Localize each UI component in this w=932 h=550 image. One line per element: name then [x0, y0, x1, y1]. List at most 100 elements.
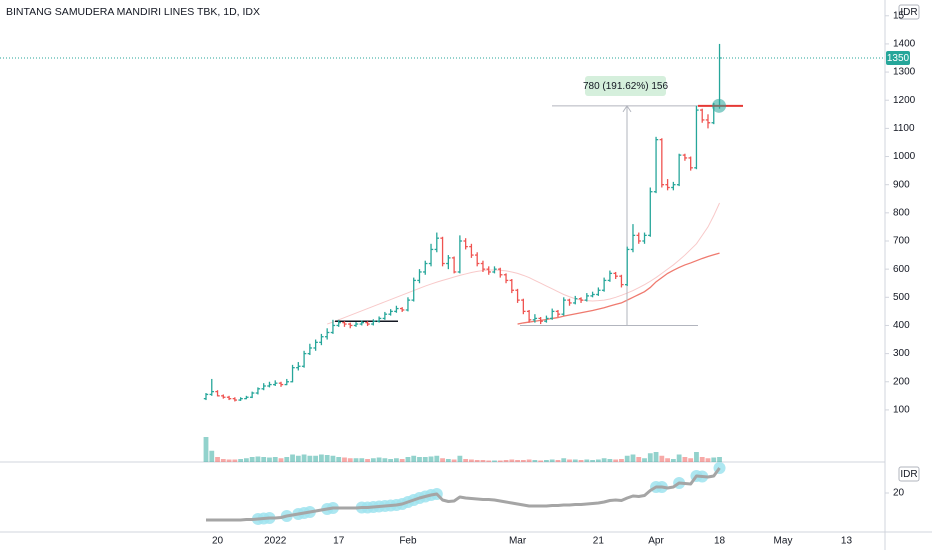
volume-bar: [561, 458, 567, 462]
volume-bar: [445, 459, 451, 462]
y-tick-label: 200: [893, 376, 910, 387]
volume-bar: [544, 460, 549, 462]
y-tick-label: 1100: [893, 123, 915, 134]
volume-bar: [526, 459, 532, 462]
x-tick-label: Feb: [399, 536, 417, 547]
volume-bar: [261, 457, 267, 462]
volume-bar: [359, 458, 365, 462]
volume-bar: [647, 453, 653, 462]
volume-bar: [319, 454, 324, 462]
volume-bar: [330, 455, 336, 462]
volume-bar: [532, 460, 538, 462]
volume-bar: [295, 455, 301, 462]
measure-label: 780 (191.62%) 156: [583, 81, 669, 92]
y-tick-label: 1400: [893, 39, 916, 50]
volume-bar: [324, 455, 330, 462]
volume-bar: [417, 457, 422, 462]
volume-bar: [272, 457, 278, 462]
y-tick-label: 900: [893, 179, 910, 190]
volume-bar: [278, 458, 284, 462]
y-tick-label: 1300: [893, 67, 916, 78]
volume-bar: [370, 458, 376, 462]
y-tick-label: 1000: [893, 151, 916, 162]
volume-bar: [497, 460, 503, 462]
currency-label: IDR: [900, 7, 917, 18]
volume-bar: [243, 458, 249, 462]
volume-bar: [636, 457, 642, 462]
volume-bar: [699, 457, 705, 462]
volume-bar: [434, 455, 440, 462]
volume-bar: [474, 460, 480, 462]
y-tick-label: 15: [893, 10, 905, 21]
y-tick-label: 500: [893, 292, 910, 303]
x-tick-label: 18: [714, 536, 726, 547]
volume-bar: [238, 459, 244, 462]
volume-bar: [405, 457, 411, 462]
volume-bar: [307, 455, 313, 462]
volume-bar: [451, 459, 457, 462]
volume-bar: [226, 459, 232, 462]
volume-bar: [428, 456, 434, 462]
volume-bar: [255, 456, 261, 462]
volume-bar: [515, 460, 520, 462]
y-tick-label: 100: [893, 405, 910, 416]
x-tick-label: 21: [593, 536, 605, 547]
volume-bar: [619, 459, 624, 462]
measure-label-box: [585, 76, 666, 96]
x-tick-label: 20: [212, 536, 224, 547]
volume-bar: [595, 459, 601, 462]
volume-bar: [584, 459, 590, 462]
volume-bar: [480, 460, 486, 462]
volume-bar: [705, 458, 711, 462]
volume-bar: [203, 437, 209, 462]
volume-bar: [347, 458, 353, 462]
chart-title: BINTANG SAMUDERA MANDIRI LINES TBK, 1D, …: [6, 6, 260, 18]
x-tick-label: 13: [841, 536, 853, 547]
volume-bar: [613, 459, 619, 462]
volume-bar: [469, 459, 474, 462]
volume-bar: [290, 454, 295, 462]
y-tick-label: 1200: [893, 95, 916, 106]
indicator-line: [206, 467, 721, 522]
volume-bar: [520, 460, 526, 462]
volume-bar: [382, 458, 388, 462]
volume-bar: [267, 457, 272, 462]
volume-bar: [336, 457, 342, 462]
volume-bar: [590, 460, 595, 462]
volume-bar: [422, 457, 428, 462]
y-tick-label: 700: [893, 236, 910, 247]
x-tick-label: 17: [333, 536, 345, 547]
currency-badge[interactable]: [898, 4, 920, 20]
indicator-currency-badge[interactable]: [898, 466, 920, 482]
volume-bar: [463, 459, 469, 462]
volume-bar: [688, 458, 694, 462]
volume-bar: [215, 457, 220, 462]
x-tick-label: 2022: [264, 536, 287, 547]
y-tick-label: 300: [893, 348, 910, 359]
volume-bar: [376, 457, 382, 462]
volume-bar: [486, 460, 492, 462]
volume-bar: [676, 454, 682, 462]
volume-bar: [665, 458, 670, 462]
volume-bar: [630, 454, 636, 462]
y-tick-label: 800: [893, 207, 910, 218]
volume-bar: [567, 459, 572, 462]
volume-bar: [411, 455, 417, 462]
measure-arrow: [622, 104, 632, 113]
last-price-badge: [886, 50, 910, 65]
volume-bar: [653, 452, 659, 462]
volume-bar: [642, 458, 647, 462]
volume-bar: [601, 458, 607, 462]
indicator-currency-label: IDR: [900, 469, 917, 480]
volume-bar: [578, 460, 584, 462]
x-tick-label: Apr: [648, 536, 664, 547]
volume-bar: [538, 460, 544, 462]
volume-bar: [509, 459, 515, 462]
volume-bar: [209, 450, 215, 462]
volume-bar: [399, 459, 405, 462]
volume-bar: [549, 459, 555, 462]
volume-bar: [624, 455, 630, 462]
volume-bar: [342, 457, 347, 462]
